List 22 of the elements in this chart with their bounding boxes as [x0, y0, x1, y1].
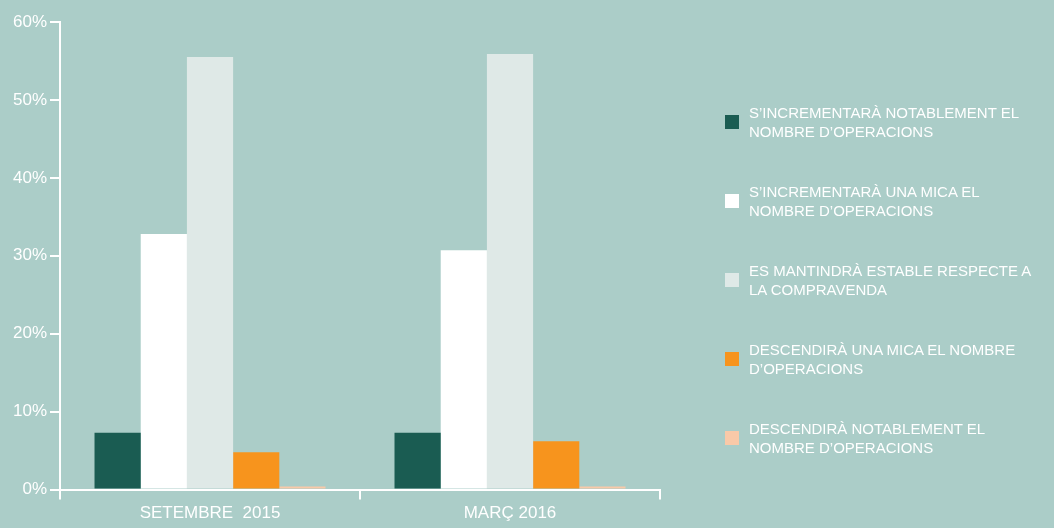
legend-label: DESCENDIRÀ UNA MICA EL NOMBRE D’OPERACIONS: [749, 339, 1017, 378]
legend-label: S’INCREMENTARÀ UNA MICA EL NOMBRE D’OPERACIONS: [749, 181, 981, 220]
y-tick-label: 40%: [12, 167, 48, 187]
bar: [394, 432, 441, 489]
legend-label: DESCENDIRÀ NOTABLEMENT EL NOMBRE D’OPERACIONS: [749, 418, 986, 457]
bar: [533, 441, 580, 489]
bar: [186, 57, 234, 489]
bar: [233, 452, 280, 489]
y-tick-label: 30%: [12, 245, 48, 265]
bar: [279, 486, 326, 489]
y-tick-label: 20%: [12, 323, 48, 343]
y-tick-label: 0%: [22, 479, 48, 499]
legend-label: ES MANTINDRÀ ESTABLE RESPECTE A LA COMPRAVENDA: [749, 260, 1032, 299]
y-tick-label: 10%: [12, 401, 48, 421]
bar: [486, 53, 534, 489]
bar: [579, 486, 626, 489]
legend-label: S’INCREMENTARÀ NOTABLEMENT EL NOMBRE D’OPERACIONS: [749, 102, 1020, 141]
bar: [94, 432, 141, 489]
y-tick-label: 60%: [12, 11, 48, 31]
x-tick-label: SETEMBRE 2015: [139, 503, 281, 523]
y-tick-label: 50%: [12, 89, 48, 109]
x-tick-label: MARÇ 2016: [463, 503, 557, 523]
